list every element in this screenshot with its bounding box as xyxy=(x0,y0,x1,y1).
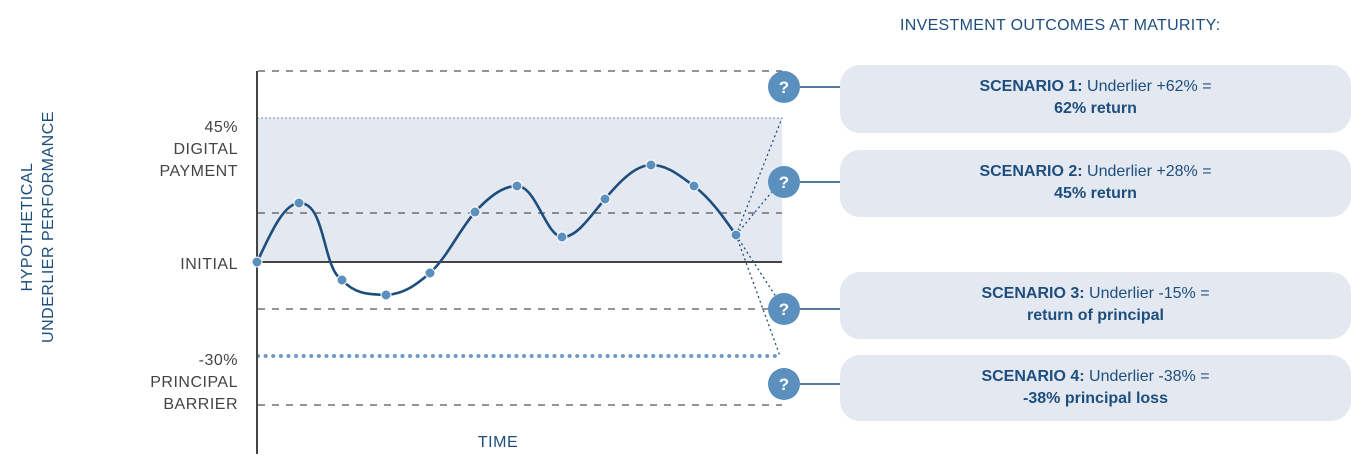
path-point xyxy=(645,159,657,171)
projection-line-2 xyxy=(735,181,781,236)
scenario-2-text: Underlier +28% = xyxy=(1087,163,1212,180)
digital-payment-label: 45% DIGITAL PAYMENT xyxy=(160,117,238,183)
projection-line-1 xyxy=(735,117,783,236)
question-icon xyxy=(768,368,800,400)
scenario-card-1-line-1: SCENARIO 1: Underlier +62% = xyxy=(840,76,1351,98)
digital-level-value: 45% xyxy=(204,119,238,136)
projection-line-3 xyxy=(735,234,781,304)
path-point xyxy=(336,274,348,286)
principal-barrier-label: -30% PRINCIPAL BARRIER xyxy=(150,350,238,416)
barrier-level-value: -30% xyxy=(198,352,238,369)
question-mark-text: ? xyxy=(779,375,789,394)
scenario-card-4-line-1: SCENARIO 4: Underlier -38% = xyxy=(840,366,1351,388)
path-point xyxy=(556,231,568,243)
digital-level-line-3: PAYMENT xyxy=(159,163,238,180)
x-axis-label: TIME xyxy=(477,434,519,451)
path-point xyxy=(511,180,523,192)
barrier-level-line-3: BARRIER xyxy=(163,396,238,413)
scenario-card-4: SCENARIO 4: Underlier -38% = -38% princi… xyxy=(840,355,1351,421)
question-icon xyxy=(768,166,800,198)
question-icons: ? ? ? ? xyxy=(768,71,800,400)
path-point xyxy=(469,206,481,218)
scenario-card-1: SCENARIO 1: Underlier +62% = 62% return xyxy=(840,65,1351,133)
initial-label: INITIAL xyxy=(180,256,238,273)
scenario-4-title: SCENARIO 4: xyxy=(981,368,1085,385)
digital-level-line-2: DIGITAL xyxy=(173,141,238,158)
scenario-1-text: Underlier +62% = xyxy=(1087,78,1212,95)
scenario-3-text: Underlier -15% = xyxy=(1089,285,1210,302)
scenario-3-outcome: return of principal xyxy=(1027,307,1164,324)
outcomes-header: INVESTMENT OUTCOMES AT MATURITY: xyxy=(900,17,1221,34)
question-mark-text: ? xyxy=(779,173,789,192)
scenario-2-outcome: 45% return xyxy=(1054,185,1137,202)
path-point xyxy=(424,267,436,279)
path-point xyxy=(599,193,611,205)
scenario-card-3-line-1: SCENARIO 3: Underlier -15% = xyxy=(840,283,1351,305)
scenario-card-2: SCENARIO 2: Underlier +28% = 45% return xyxy=(840,150,1351,217)
question-mark-text: ? xyxy=(779,78,789,97)
scenario-1-title: SCENARIO 1: xyxy=(979,78,1083,95)
scenario-4-outcome: -38% principal loss xyxy=(1023,390,1168,407)
path-point xyxy=(380,289,392,301)
projection-line-4 xyxy=(735,234,781,357)
scenario-4-text: Underlier -38% = xyxy=(1089,368,1210,385)
barrier-level-line-2: PRINCIPAL xyxy=(150,374,238,391)
question-icon xyxy=(768,71,800,103)
scenario-3-title: SCENARIO 3: xyxy=(981,285,1085,302)
question-mark-text: ? xyxy=(779,300,789,319)
path-point xyxy=(688,180,700,192)
scenario-card-2-line-1: SCENARIO 2: Underlier +28% = xyxy=(840,161,1351,183)
scenario-2-title: SCENARIO 2: xyxy=(979,163,1083,180)
path-point xyxy=(251,256,263,268)
scenario-1-outcome: 62% return xyxy=(1054,100,1137,117)
scenario-card-3: SCENARIO 3: Underlier -15% = return of p… xyxy=(840,272,1351,339)
path-point xyxy=(293,197,305,209)
scenario-connectors xyxy=(800,86,840,385)
question-icon xyxy=(768,293,800,325)
path-point xyxy=(730,229,742,241)
path-points xyxy=(251,159,742,301)
projection-lines xyxy=(735,117,783,357)
